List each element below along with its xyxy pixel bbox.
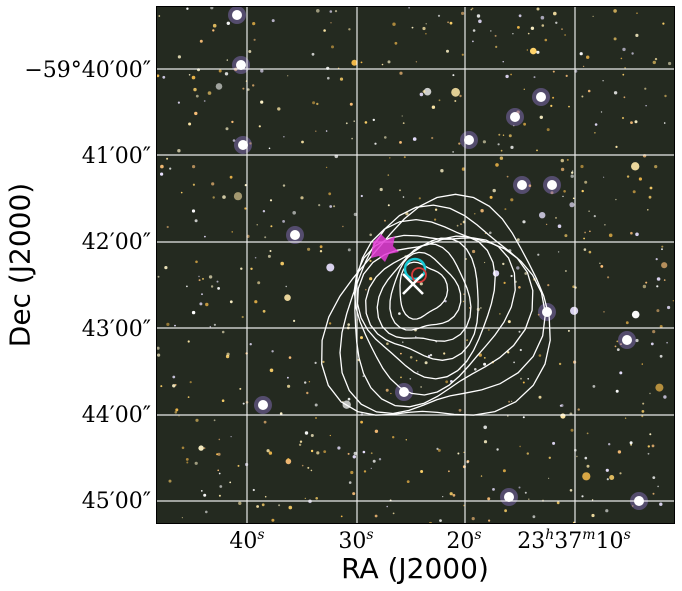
stars-layer: [157, 7, 674, 523]
ytick-label: 44′00″: [81, 403, 151, 428]
ytick-label: −59°40′00″: [24, 58, 151, 83]
cyan-circle-icon: [403, 257, 427, 281]
ytick-label: 42′00″: [81, 230, 151, 255]
magenta-blob: [371, 234, 399, 262]
ytick-label: 43′00″: [81, 317, 151, 342]
sky-image-canvas: [157, 7, 674, 523]
radio-contours: [321, 193, 551, 416]
ytick-label: 45′00″: [81, 489, 151, 514]
sky-image: [156, 6, 675, 524]
ytick-label: 41′00″: [81, 144, 151, 169]
y-axis-label: Dec (J2000): [3, 182, 37, 348]
xtick-label: 20s: [446, 527, 482, 554]
source-markers: [371, 234, 427, 295]
xtick-label: 30s: [338, 527, 374, 554]
white-x-icon: [402, 273, 424, 295]
coordinate-grid: [157, 7, 674, 523]
red-circle-icon: [411, 267, 427, 283]
x-axis-label: RA (J2000): [341, 552, 489, 585]
xtick-label: 40s: [229, 527, 265, 554]
xtick-label: 23h37m10s: [517, 527, 631, 554]
